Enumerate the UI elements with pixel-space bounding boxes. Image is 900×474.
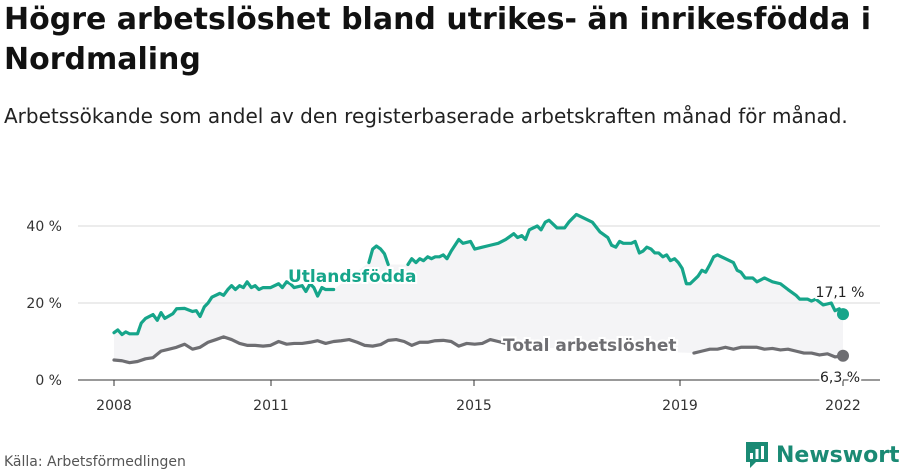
end-value-label: 17,1 % (816, 285, 865, 301)
series-label-utlandsfodda: Utlandsfödda (288, 267, 417, 287)
brand-logo: Newsworthy (744, 440, 900, 470)
newsworthy-logo-icon (746, 442, 768, 468)
source-note: Källa: Arbetsförmedlingen (4, 454, 186, 470)
end-value-label: 6,3 % (820, 370, 860, 386)
y-tick-label: 0 % (35, 373, 62, 389)
x-tick-label: 2015 (456, 398, 492, 414)
x-tick-label: 2022 (825, 398, 861, 414)
series-label-total: Total arbetslöshet (503, 336, 677, 356)
series-line-utlandsfodda (367, 244, 390, 267)
x-tick-label: 2011 (253, 398, 289, 414)
series-end-dot (837, 308, 849, 321)
series-line-total (112, 335, 531, 365)
range-area (114, 214, 843, 363)
y-tick-label: 20 % (26, 296, 62, 312)
brand-name: Newsworthy (776, 442, 900, 468)
x-tick-label: 2008 (96, 398, 132, 414)
series-line-utlandsfodda (112, 280, 336, 337)
chart-subtitle: Arbetssökande som andel av den registerb… (4, 104, 848, 128)
series-end-dot (837, 349, 849, 362)
x-tick-label: 2019 (662, 398, 698, 414)
series-line-total (692, 345, 845, 359)
y-tick-label: 40 % (26, 219, 62, 235)
series-line-utlandsfodda (406, 212, 845, 316)
chart-title: Högre arbetslöshet bland utrikes- än inr… (4, 2, 872, 77)
